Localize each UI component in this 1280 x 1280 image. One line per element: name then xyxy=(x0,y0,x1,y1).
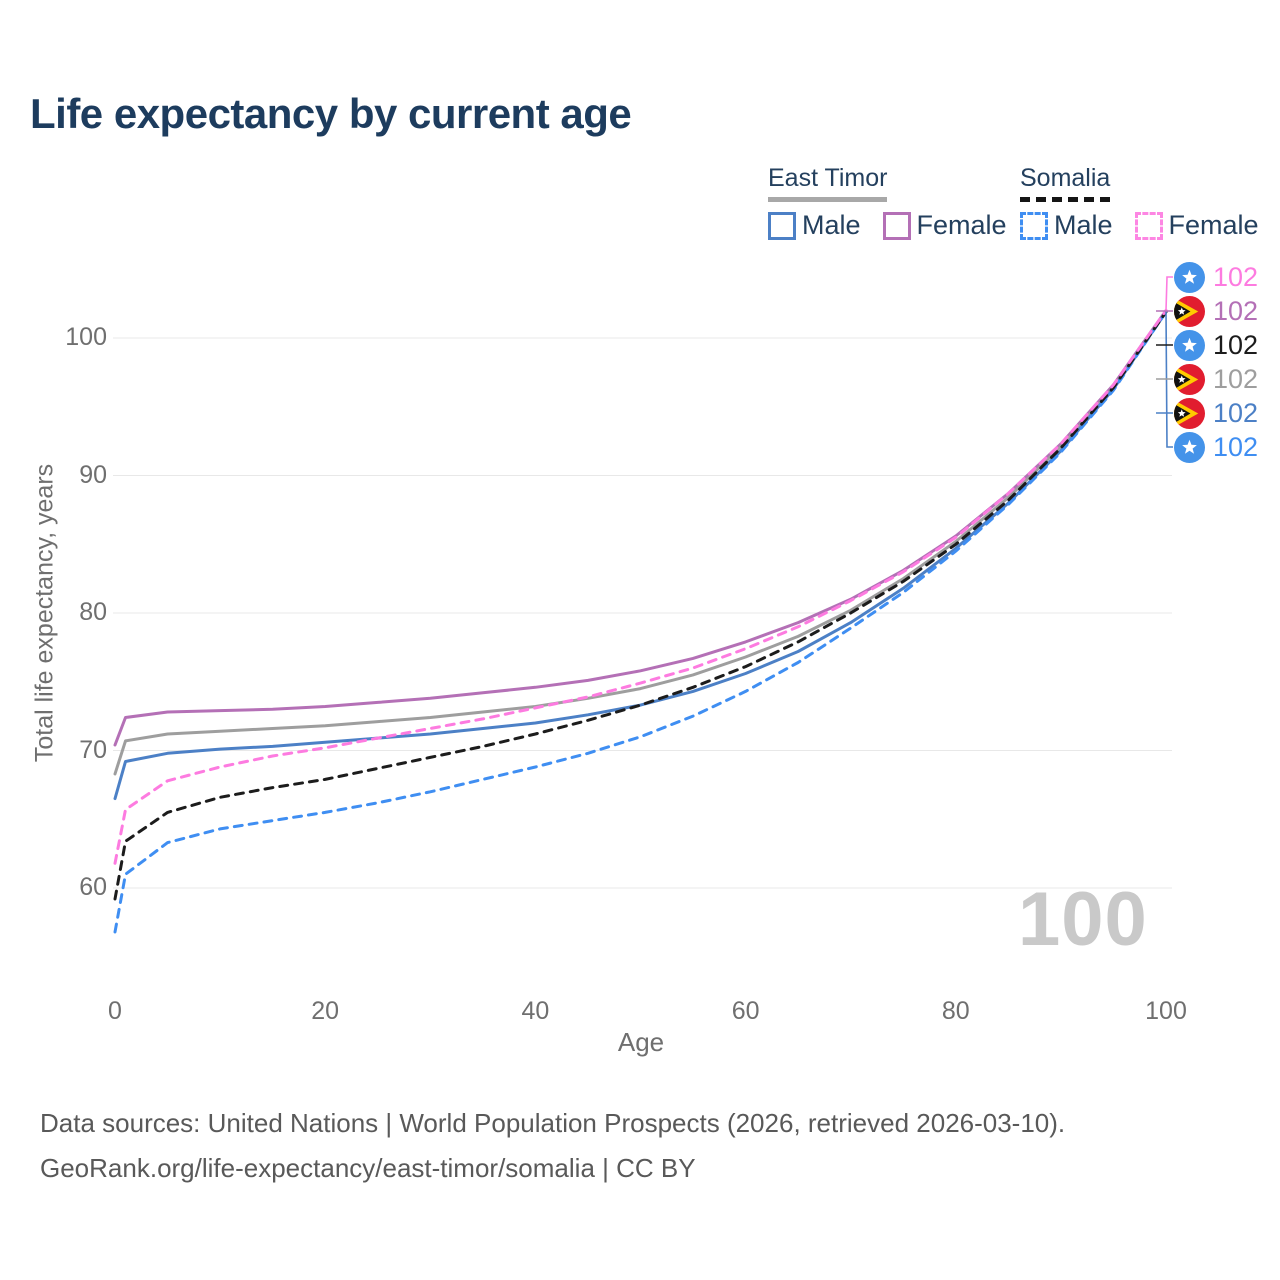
legend-item-east-timor-female[interactable]: Female xyxy=(882,210,1007,241)
end-label-value: 102 xyxy=(1213,398,1259,428)
end-label-row-east-timor: 102 xyxy=(1174,397,1258,429)
somalia-flag-icon xyxy=(1174,261,1205,293)
footer-attribution: GeoRank.org/life-expectancy/east-timor/s… xyxy=(40,1153,696,1183)
y-axis-title: Total life expectancy, years xyxy=(30,463,59,763)
legend-group-title-somalia[interactable]: Somalia xyxy=(1020,164,1111,202)
legend-item-label: Female xyxy=(1168,210,1259,240)
label-connector xyxy=(1165,310,1173,448)
page-title: Life expectancy by current age xyxy=(30,90,632,137)
legend-item-somalia-male[interactable]: Male xyxy=(1020,210,1113,241)
x-tick-label-0: 0 xyxy=(108,997,122,1025)
legend-swatch-somalia-female xyxy=(1134,211,1163,240)
end-label-row-east-timor: 102 xyxy=(1174,363,1258,395)
y-tick-label-80: 80 xyxy=(79,598,107,626)
end-label-value: 102 xyxy=(1213,432,1259,462)
legend-item-label: Male xyxy=(1054,210,1113,240)
x-tick-label-100: 100 xyxy=(1145,997,1187,1025)
legend-item-label: Male xyxy=(802,210,861,240)
y-tick-label-90: 90 xyxy=(79,460,107,489)
end-label-row-east-timor: 102 xyxy=(1174,295,1258,327)
series-line-somalia-male[interactable] xyxy=(113,310,1168,934)
legend-swatch-east-timor-female xyxy=(882,211,911,240)
x-tick-label-80: 80 xyxy=(941,997,970,1025)
somalia-flag-icon xyxy=(1174,431,1205,463)
series-line-east-timor-male[interactable] xyxy=(113,310,1168,801)
x-tick-label-20: 20 xyxy=(311,997,340,1025)
east-timor-flag-icon xyxy=(1174,363,1205,395)
end-label-value: 102 xyxy=(1213,330,1259,360)
east-timor-flag-icon xyxy=(1174,397,1205,429)
east-timor-flag-icon xyxy=(1174,295,1205,327)
legend-item-label: Female xyxy=(916,210,1007,240)
legend-item-east-timor-male[interactable]: Male xyxy=(768,210,861,241)
series-line-east-timor-female[interactable] xyxy=(113,309,1168,747)
end-label-row-somalia: 102 xyxy=(1174,261,1258,293)
footer: Data sources: United Nations | World Pop… xyxy=(40,1108,1065,1198)
end-label-row-somalia: 102 xyxy=(1174,431,1258,463)
x-axis-title: Age xyxy=(617,1027,665,1057)
y-tick-label-60: 60 xyxy=(79,873,107,901)
legend-group-somalia: Somalia Male Female xyxy=(1020,164,1259,241)
age-watermark: 100 xyxy=(1018,877,1148,962)
y-tick-label-70: 70 xyxy=(79,735,107,764)
x-tick-label-40: 40 xyxy=(521,997,550,1025)
x-tick-label-60: 60 xyxy=(731,997,760,1025)
legend-swatch-somalia-male xyxy=(1020,211,1048,240)
legend-swatch-east-timor-male xyxy=(768,211,796,240)
end-label-value: 102 xyxy=(1213,262,1259,292)
end-label-row-somalia: 102 xyxy=(1174,329,1258,361)
label-connector xyxy=(1165,276,1173,311)
series-line-somalia-female[interactable] xyxy=(113,309,1168,865)
legend-item-somalia-female[interactable]: Female xyxy=(1134,210,1259,241)
legend-group-east-timor: East Timor Male Female xyxy=(768,164,1007,241)
legend-group-title-east-timor[interactable]: East Timor xyxy=(768,164,888,202)
footer-data-sources: Data sources: United Nations | World Pop… xyxy=(40,1108,1066,1138)
somalia-flag-icon xyxy=(1174,329,1205,361)
series-line-east-timor-both[interactable] xyxy=(113,310,1168,776)
y-tick-label-100: 100 xyxy=(65,323,107,351)
series-line-somalia-both[interactable] xyxy=(113,310,1168,901)
end-label-value: 102 xyxy=(1213,364,1259,394)
end-label-value: 102 xyxy=(1213,296,1259,326)
